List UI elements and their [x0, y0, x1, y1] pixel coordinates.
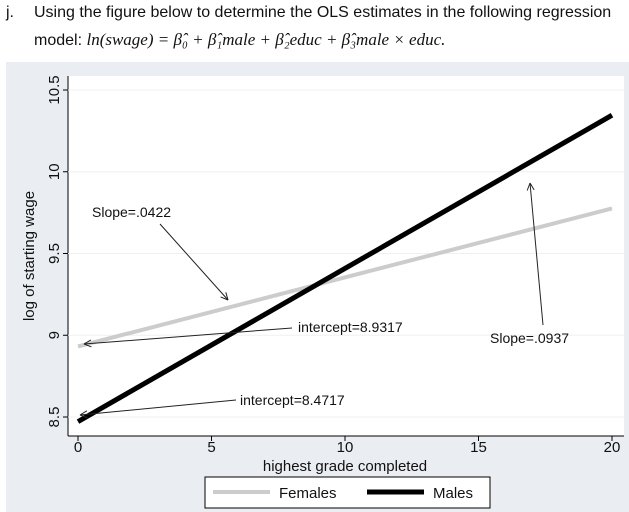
regression-equation: ln(swage) = β̂₀ + β̂₁male + β̂₂educ + β̂… [86, 30, 446, 49]
x-tick-label: 15 [470, 439, 487, 456]
x-tick-label: 5 [207, 439, 215, 456]
arrowhead [83, 343, 92, 348]
model-label: model: [34, 32, 87, 49]
y-tick-label: 9 [46, 331, 63, 339]
question-text: Using the figure below to determine the … [34, 4, 612, 21]
series-line-females [77, 206, 613, 349]
annotation-arrow [529, 182, 544, 326]
annotation-label: Slope=.0937 [490, 330, 569, 346]
arrowhead [79, 410, 88, 416]
y-tick-label: 10 [46, 163, 63, 180]
annotation-label: intercept=8.9317 [298, 319, 403, 335]
x-tick-label: 0 [74, 439, 82, 456]
annotation-label: Slope=.0422 [92, 204, 171, 220]
series-line-males [76, 113, 614, 424]
x-tick-label: 10 [337, 439, 354, 456]
annotation-arrow [159, 223, 229, 301]
arrowhead [83, 339, 92, 345]
arrowhead [225, 292, 229, 301]
legend-label: Females [279, 485, 337, 502]
arrowhead [529, 182, 535, 191]
y-tick-label: 10.5 [46, 75, 63, 104]
annotation-label: intercept=8.4717 [240, 392, 345, 408]
question-number: j. [6, 4, 14, 21]
legend-label: Males [433, 485, 473, 502]
y-tick-label: 8.5 [46, 407, 63, 428]
annotation-arrow [83, 327, 293, 345]
arrowhead [79, 414, 88, 419]
y-tick-label: 9.5 [46, 243, 63, 264]
x-axis-label: highest grade completed [263, 458, 427, 475]
y-axis-label: log of starting wage [21, 191, 38, 321]
annotation-arrow [79, 399, 237, 416]
arrowhead [526, 182, 531, 191]
arrowhead [220, 296, 229, 301]
x-tick-label: 20 [604, 439, 621, 456]
question-model: model: ln(swage) = β̂₀ + β̂₁male + β̂₂ed… [34, 29, 445, 52]
